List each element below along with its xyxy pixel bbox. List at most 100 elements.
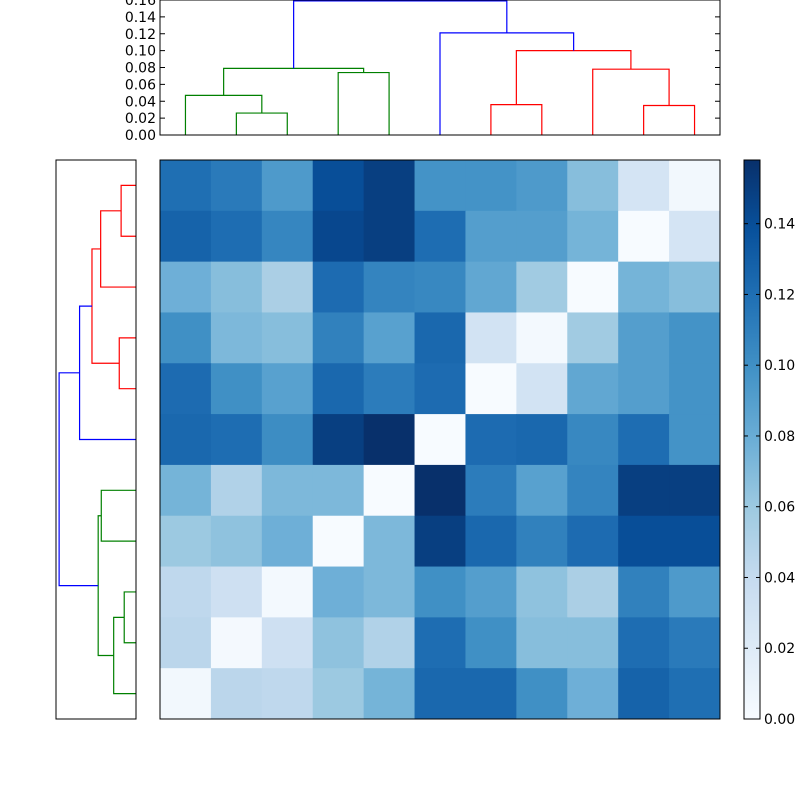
heatmap-cell-r2-c4 [363,261,416,313]
heatmap-cell-r10-c8 [567,668,619,720]
heatmap-cell-r9-c3 [312,617,365,669]
heatmap-cell-r8-c6 [465,566,517,618]
heatmap [159,159,721,720]
heatmap-cell-r8-c1 [210,566,263,618]
heatmap-cell-r5-c9 [618,414,670,466]
heatmap-cell-r5-c2 [261,414,314,466]
heatmap-cell-r1-c1 [210,210,263,263]
top-dendrogram-ytick-label: 0.02 [125,111,156,127]
heatmap-cell-r6-c8 [567,464,619,517]
heatmap-cell-r4-c3 [312,363,365,415]
heatmap-cell-r7-c1 [210,515,263,568]
top-dendrogram-ytick-label: 0.08 [125,61,156,77]
heatmap-cell-r2-c7 [516,261,568,313]
heatmap-cell-r1-c5 [414,210,466,263]
heatmap-cell-r3-c8 [567,312,619,364]
heatmap-cell-r1-c6 [465,210,517,263]
colorbar-tick-label: 0.04 [764,570,795,586]
heatmap-cell-r1-c4 [363,210,416,263]
heatmap-cell-r9-c8 [567,617,619,669]
heatmap-cell-r9-c4 [363,617,416,669]
heatmap-cell-r2-c1 [210,261,263,313]
colorbar-tick-label: 0.08 [764,429,795,445]
heatmap-cell-r1-c2 [261,210,314,263]
heatmap-cell-r8-c2 [261,566,314,618]
top-dendrogram-ytick-label: 0.04 [125,94,156,110]
heatmap-cell-r2-c2 [261,261,314,313]
left-dendrogram-links [58,184,136,695]
heatmap-cell-r4-c4 [363,363,416,415]
heatmap-cell-r0-c0 [160,160,212,212]
top-dendrogram: 0.000.020.040.060.080.100.120.140.16 [125,0,721,144]
heatmap-cell-r7-c6 [465,515,517,568]
heatmap-cell-r4-c8 [567,363,619,415]
heatmap-cell-r8-c9 [618,566,670,618]
heatmap-cell-r10-c6 [465,668,517,720]
heatmap-cell-r5-c1 [210,414,263,466]
heatmap-cell-r0-c8 [567,160,619,212]
heatmap-cell-r3-c6 [465,312,517,364]
colorbar: 0.00 0.02 0.04 0.06 0.08 0.10 0.12 0.14 [743,159,795,728]
heatmap-cell-r1-c9 [618,210,670,263]
heatmap-cell-r6-c1 [210,464,263,517]
heatmap-cell-r10-c1 [210,668,263,720]
heatmap-cell-r3-c0 [160,312,212,364]
heatmap-cell-r1-c7 [516,210,568,263]
heatmap-cell-r5-c3 [312,414,365,466]
heatmap-cell-r4-c0 [160,363,212,415]
heatmap-cell-r10-c4 [363,668,416,720]
heatmap-cell-r5-c4 [363,414,416,466]
heatmap-cell-r5-c7 [516,414,568,466]
heatmap-cell-r9-c2 [261,617,314,669]
heatmap-cell-r6-c10 [669,464,721,517]
top-dendrogram-y-ticks: 0.000.020.040.060.080.100.120.140.16 [125,0,720,144]
heatmap-cell-r1-c0 [160,210,212,263]
heatmap-cell-r8-c7 [516,566,568,618]
heatmap-cell-r1-c3 [312,210,365,263]
heatmap-cell-r0-c6 [465,160,517,212]
top-dendrogram-ytick-label: 0.06 [125,77,156,93]
heatmap-cell-r0-c5 [414,160,466,212]
heatmap-cell-r5-c5 [414,414,466,466]
heatmap-cell-r3-c3 [312,312,365,364]
heatmap-cell-r4-c10 [669,363,721,415]
heatmap-cell-r7-c2 [261,515,314,568]
heatmap-cell-r6-c9 [618,464,670,517]
heatmap-cell-r8-c10 [669,566,721,618]
heatmap-cell-r2-c5 [414,261,466,313]
heatmap-cell-r3-c9 [618,312,670,364]
heatmap-cell-r0-c1 [210,160,263,212]
heatmap-cell-r7-c0 [160,515,212,568]
heatmap-cell-r6-c5 [414,464,466,517]
heatmap-cell-r3-c5 [414,312,466,364]
colorbar-ticks: 0.00 0.02 0.04 0.06 0.08 0.10 0.12 0.14 [744,217,795,728]
heatmap-cell-r4-c9 [618,363,670,415]
heatmap-cell-r0-c3 [312,160,365,212]
heatmap-cells [160,160,721,720]
heatmap-cell-r8-c0 [160,566,212,618]
heatmap-cell-r2-c9 [618,261,670,313]
heatmap-cell-r7-c9 [618,515,670,568]
heatmap-frame [159,159,721,720]
top-dendrogram-ytick-label: 0.16 [125,0,156,9]
heatmap-cell-r2-c8 [567,261,619,313]
top-dendrogram-link-9 [293,0,508,69]
heatmap-cell-r0-c9 [618,160,670,212]
heatmap-cell-r6-c0 [160,464,212,517]
heatmap-cell-r10-c2 [261,668,314,720]
heatmap-cell-r3-c2 [261,312,314,364]
colorbar-tick-label: 0.12 [764,287,795,303]
heatmap-cell-r6-c3 [312,464,365,517]
left-dendrogram [55,159,137,720]
heatmap-cell-r8-c8 [567,566,619,618]
heatmap-cell-r2-c3 [312,261,365,313]
heatmap-cell-r6-c6 [465,464,517,517]
heatmap-cell-r6-c2 [261,464,314,517]
heatmap-cell-r7-c5 [414,515,466,568]
heatmap-cell-r6-c4 [363,464,416,517]
heatmap-cell-r0-c10 [669,160,721,212]
heatmap-cell-r0-c4 [363,160,416,212]
heatmap-cell-r5-c6 [465,414,517,466]
left-dendrogram-frame [55,159,137,720]
